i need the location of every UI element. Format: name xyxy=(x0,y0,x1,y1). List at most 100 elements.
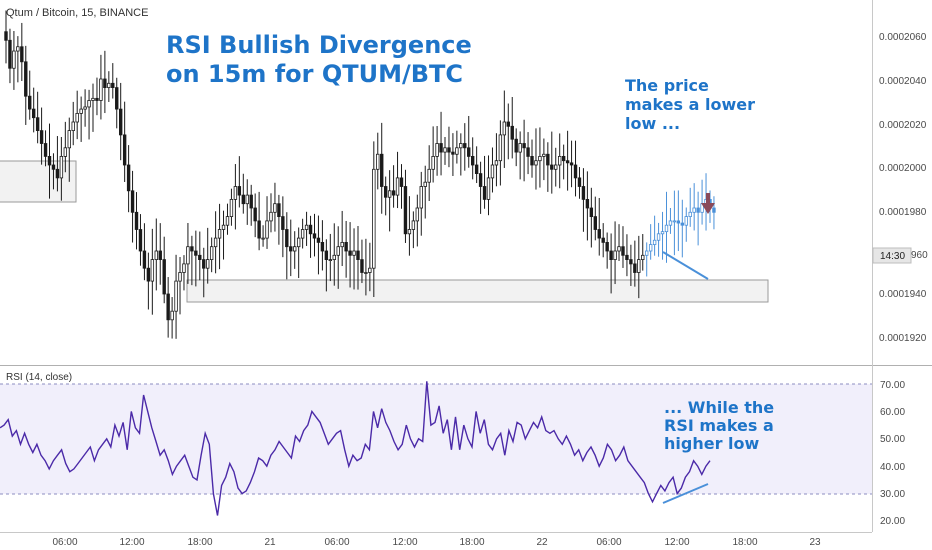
candle xyxy=(122,134,127,166)
candle xyxy=(35,117,40,131)
candle xyxy=(538,155,542,162)
projected-candle xyxy=(672,220,677,223)
projected-candle xyxy=(680,222,685,226)
price-axis[interactable]: 0.0002060 0.0002040 0.0002020 0.0002000 … xyxy=(879,32,928,344)
candle xyxy=(43,143,48,157)
candle xyxy=(217,229,222,239)
price-note-line1: The price xyxy=(625,76,709,95)
candle xyxy=(300,229,305,239)
candle xyxy=(474,164,479,175)
candle xyxy=(209,246,214,260)
candle xyxy=(518,143,522,153)
time-tick: 18:00 xyxy=(459,537,484,548)
rsi-tick: 60.00 xyxy=(880,407,905,418)
rsi-tick: 20.00 xyxy=(880,516,905,527)
candle xyxy=(387,190,392,198)
candle xyxy=(431,155,435,170)
candle xyxy=(107,82,111,89)
candle xyxy=(320,241,325,252)
rsi-tick: 50.00 xyxy=(880,434,905,445)
time-tick: 21 xyxy=(264,537,276,548)
candle xyxy=(451,151,455,155)
rsi-line xyxy=(0,381,711,516)
candle xyxy=(502,121,507,136)
candle xyxy=(269,211,273,222)
candle xyxy=(229,198,234,217)
candle xyxy=(585,198,590,209)
candle xyxy=(589,207,594,217)
candle xyxy=(423,181,427,187)
left-resistance-box[interactable] xyxy=(0,160,77,203)
candle xyxy=(146,267,151,282)
projected-price-path xyxy=(645,173,716,277)
projected-candle xyxy=(712,207,716,213)
candle xyxy=(581,186,586,200)
candle xyxy=(625,254,629,261)
candle xyxy=(534,160,538,166)
candle xyxy=(486,177,491,200)
candle xyxy=(126,164,131,192)
candle xyxy=(391,190,396,196)
rsi-axis[interactable]: 70.00 60.00 50.00 40.00 30.00 20.00 xyxy=(880,380,905,527)
candle xyxy=(344,241,348,252)
candle xyxy=(435,143,439,157)
candle xyxy=(198,254,202,261)
candle xyxy=(182,263,186,273)
candle xyxy=(506,121,510,127)
candle xyxy=(170,310,174,321)
time-tick: 23 xyxy=(809,537,821,548)
candle xyxy=(202,259,206,269)
candle xyxy=(20,46,24,63)
candle xyxy=(308,224,313,235)
candle xyxy=(609,250,613,260)
candle xyxy=(380,153,384,187)
rsi-tick: 40.00 xyxy=(880,462,905,473)
candle xyxy=(427,168,431,183)
candle xyxy=(550,164,554,170)
candle xyxy=(249,194,253,209)
candle xyxy=(360,259,364,273)
price-note-line2: makes a lower xyxy=(625,95,755,114)
candle xyxy=(71,121,75,132)
candle xyxy=(194,250,198,256)
candle xyxy=(237,186,242,196)
time-axis[interactable]: 06:00 12:00 18:00 21 06:00 12:00 18:00 2… xyxy=(52,537,821,548)
candle xyxy=(316,237,321,243)
candle xyxy=(352,250,356,256)
projected-candle xyxy=(696,207,700,213)
candle xyxy=(130,190,135,213)
candle xyxy=(296,237,301,248)
candle xyxy=(87,100,91,108)
rsi-tick: 30.00 xyxy=(880,489,905,500)
support-box[interactable] xyxy=(186,279,769,303)
time-tick: 06:00 xyxy=(596,537,621,548)
price-tick: 0.0002060 xyxy=(879,32,927,43)
candle xyxy=(336,246,340,256)
time-tick: 06:00 xyxy=(52,537,77,548)
candle xyxy=(213,237,218,248)
candle xyxy=(569,162,574,166)
candle xyxy=(221,224,226,230)
candle xyxy=(399,177,404,187)
candle xyxy=(79,108,83,114)
candle xyxy=(340,241,344,248)
candle xyxy=(633,263,637,273)
projected-candle xyxy=(664,224,669,233)
candle xyxy=(348,250,352,256)
candle xyxy=(24,61,28,97)
candle xyxy=(312,233,317,239)
time-tick: 12:00 xyxy=(392,537,417,548)
candle xyxy=(273,203,277,213)
candlestick-series xyxy=(4,10,645,339)
candle xyxy=(463,143,467,149)
candle xyxy=(605,241,609,252)
candle xyxy=(12,50,16,69)
candle xyxy=(28,95,32,110)
symbol-label: Qtum / Bitcoin, 15, BINANCE xyxy=(6,7,148,19)
candle xyxy=(277,203,281,217)
candle xyxy=(383,186,388,198)
candle xyxy=(166,293,170,321)
candle xyxy=(467,147,471,157)
candle xyxy=(304,224,309,230)
candle xyxy=(8,39,12,69)
